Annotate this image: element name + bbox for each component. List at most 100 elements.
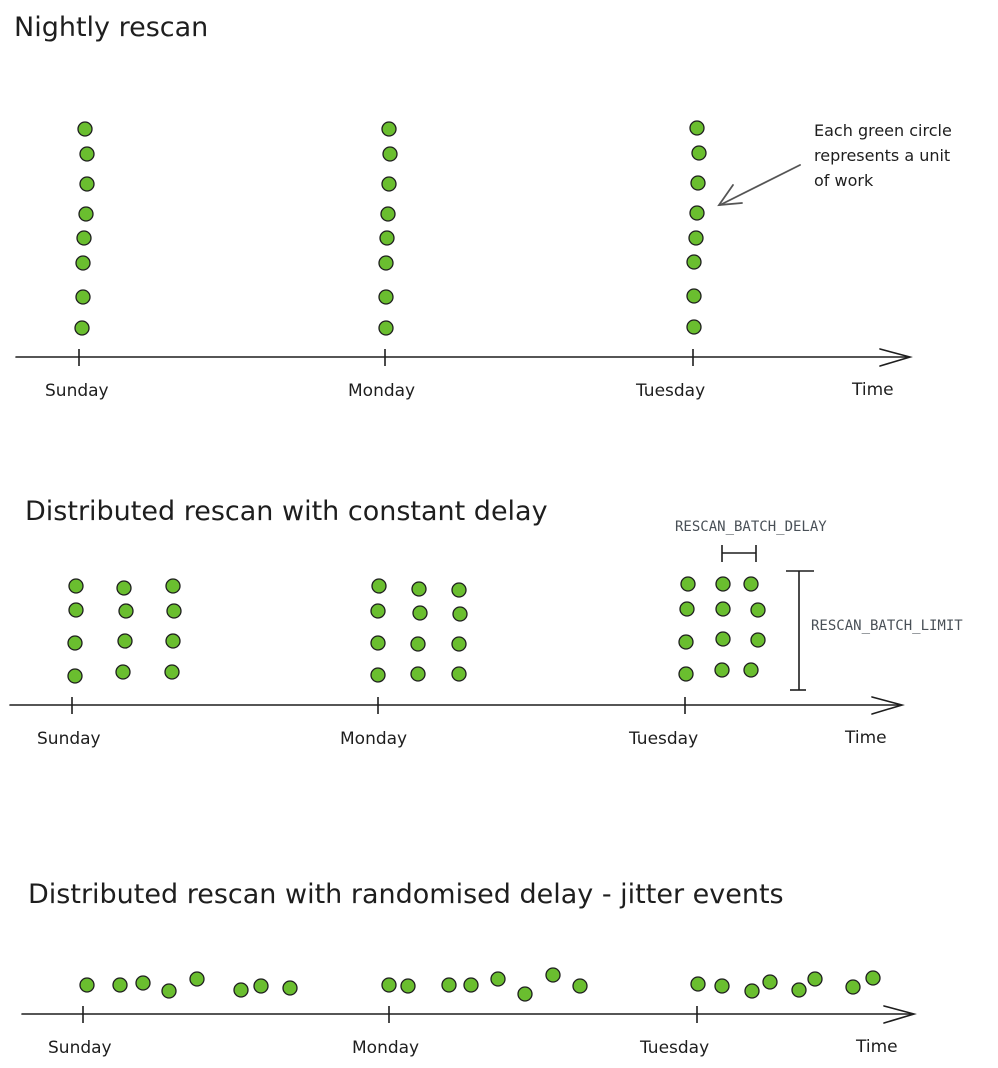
work-unit-circle: [233, 982, 249, 998]
annotation-arrow: [719, 164, 801, 206]
work-unit-circle: [371, 578, 387, 594]
work-unit-circle: [166, 603, 182, 619]
work-unit-circle: [112, 977, 128, 993]
work-unit-circle: [189, 971, 205, 987]
work-unit-circle: [452, 606, 468, 622]
work-unit-circle: [370, 603, 386, 619]
work-unit-circle: [378, 320, 394, 336]
batch-delay-label: RESCAN_BATCH_DELAY: [675, 519, 827, 535]
work-unit-circle: [865, 970, 881, 986]
work-unit-circle: [441, 977, 457, 993]
work-unit-circle: [715, 601, 731, 617]
day-label-tuesday: Tuesday: [639, 1038, 709, 1058]
work-unit-circle: [164, 664, 180, 680]
work-unit-circle: [411, 581, 427, 597]
work-unit-circle: [79, 146, 95, 162]
axis-arrowhead: [879, 348, 913, 367]
work-unit-circle: [253, 978, 269, 994]
work-unit-circle: [451, 666, 467, 682]
work-unit-circle: [678, 666, 694, 682]
panel-randomised-delay: Distributed rescan with randomised delay…: [21, 879, 917, 1058]
work-unit-circle: [714, 978, 730, 994]
work-unit-circle: [791, 982, 807, 998]
work-unit-circle: [689, 120, 705, 136]
day-label-sunday: Sunday: [37, 729, 101, 749]
work-unit-circle: [116, 580, 132, 596]
work-unit-circle: [165, 578, 181, 594]
work-unit-circle: [686, 319, 702, 335]
work-unit-circle: [68, 578, 84, 594]
axis-label-time: Time: [851, 380, 894, 400]
day-label-tuesday: Tuesday: [635, 381, 705, 401]
work-unit-circle: [74, 320, 90, 336]
work-unit-circle: [743, 662, 759, 678]
work-unit-circle: [690, 976, 706, 992]
work-unit-circle: [165, 633, 181, 649]
day-label-sunday: Sunday: [45, 381, 109, 401]
work-unit-circle: [572, 978, 588, 994]
work-unit-circle: [410, 666, 426, 682]
axis-arrowhead: [883, 1005, 917, 1024]
work-unit-circle: [517, 986, 533, 1002]
work-unit-circle: [382, 146, 398, 162]
work-unit-circle: [714, 662, 730, 678]
day-label-monday: Monday: [340, 729, 407, 749]
work-unit-circle: [678, 634, 694, 650]
annotation-line-1: Each green circle: [814, 121, 952, 140]
batch-delay-bracket: [721, 545, 757, 562]
work-unit-circle: [118, 603, 134, 619]
work-unit-circle: [378, 255, 394, 271]
work-unit-circle: [762, 974, 778, 990]
work-unit-circle: [379, 230, 395, 246]
day-label-monday: Monday: [348, 381, 415, 401]
work-unit-circle: [381, 977, 397, 993]
panel-constant-delay: Distributed rescan with constant delay S…: [9, 496, 963, 749]
work-unit-circle: [743, 576, 759, 592]
work-unit-circle: [381, 176, 397, 192]
work-unit-circle: [490, 971, 506, 987]
annotation-line-2: represents a unit: [814, 146, 950, 165]
work-unit-circle: [410, 636, 426, 652]
work-unit-circle: [689, 205, 705, 221]
annotation-arrowhead: [717, 184, 743, 207]
day-label-sunday: Sunday: [48, 1038, 112, 1058]
work-unit-circle: [545, 967, 561, 983]
work-unit-circle: [77, 121, 93, 137]
work-units: [67, 576, 766, 684]
work-unit-circle: [400, 978, 416, 994]
work-unit-circle: [715, 576, 731, 592]
work-unit-circle: [76, 230, 92, 246]
work-unit-circle: [690, 175, 706, 191]
day-label-tuesday: Tuesday: [628, 729, 698, 749]
batch-limit-label: RESCAN_BATCH_LIMIT: [811, 618, 963, 634]
panel-title: Nightly rescan: [14, 12, 208, 43]
batch-limit-bracket: [786, 570, 814, 691]
work-unit-circle: [845, 979, 861, 995]
day-label-monday: Monday: [352, 1038, 419, 1058]
work-unit-circle: [750, 632, 766, 648]
work-unit-circle: [686, 288, 702, 304]
axis-arrowhead: [871, 696, 905, 715]
work-unit-circle: [380, 206, 396, 222]
work-unit-circle: [686, 254, 702, 270]
work-unit-circle: [378, 289, 394, 305]
work-unit-circle: [135, 975, 151, 991]
work-unit-circle: [67, 668, 83, 684]
work-unit-circle: [451, 582, 467, 598]
work-unit-circle: [750, 602, 766, 618]
work-unit-circle: [117, 633, 133, 649]
work-unit-circle: [381, 121, 397, 137]
work-units: [74, 120, 707, 336]
work-unit-circle: [282, 980, 298, 996]
work-units: [79, 967, 881, 1002]
work-unit-circle: [715, 631, 731, 647]
work-unit-circle: [451, 636, 467, 652]
axis-label-time: Time: [855, 1037, 898, 1057]
work-unit-circle: [79, 977, 95, 993]
work-unit-circle: [75, 255, 91, 271]
work-unit-circle: [67, 635, 83, 651]
work-unit-circle: [79, 176, 95, 192]
work-unit-circle: [744, 983, 760, 999]
annotation-line-3: of work: [814, 171, 874, 190]
